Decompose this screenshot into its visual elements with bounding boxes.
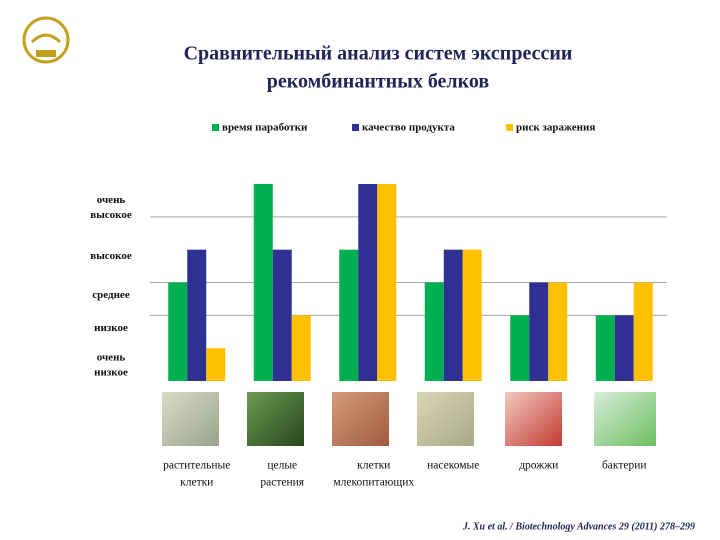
x-tick-label: растительные bbox=[163, 460, 230, 472]
logo bbox=[22, 16, 70, 64]
title: рекомбинантных белков bbox=[267, 71, 490, 93]
y-tick-label: очень низкое bbox=[94, 351, 128, 378]
y-tick-label: низкое bbox=[94, 322, 128, 334]
x-tick-label: растения bbox=[260, 477, 304, 489]
y-tick-label: высокое bbox=[90, 250, 132, 262]
bar bbox=[462, 249, 482, 381]
bar bbox=[510, 315, 530, 381]
bar bbox=[291, 315, 311, 381]
bar bbox=[187, 249, 207, 381]
y-tick-label: очень высокое bbox=[90, 194, 132, 221]
x-tick-label: млекопитающих bbox=[333, 477, 414, 489]
bar bbox=[548, 282, 568, 381]
x-tick-label: клетки bbox=[357, 460, 390, 472]
bar bbox=[614, 315, 634, 381]
x-tick-label: клетки bbox=[180, 477, 213, 489]
legend-label: качество продукта bbox=[362, 122, 455, 134]
bar bbox=[424, 282, 444, 381]
bar bbox=[443, 249, 463, 381]
legend-swatch bbox=[352, 124, 359, 131]
legend-label: риск заражения bbox=[516, 122, 595, 134]
x-tick-label: насекомые bbox=[427, 460, 479, 472]
bar bbox=[358, 184, 378, 381]
bar bbox=[377, 184, 397, 381]
bar bbox=[595, 315, 615, 381]
y-tick-label: среднее bbox=[92, 289, 130, 301]
legend-swatch bbox=[212, 124, 219, 131]
bar bbox=[206, 348, 226, 381]
bar bbox=[253, 184, 273, 381]
title: Сравнительный анализ систем экспрессии bbox=[184, 43, 573, 65]
bar bbox=[529, 282, 549, 381]
legend-label: время паработки bbox=[222, 122, 308, 134]
x-tick-label: дрожжи bbox=[519, 460, 558, 472]
bar bbox=[272, 249, 292, 381]
bar bbox=[168, 282, 188, 381]
legend-swatch bbox=[506, 124, 513, 131]
x-tick-label: целые bbox=[267, 460, 297, 472]
x-tick-label: бактерии bbox=[602, 460, 647, 472]
bar bbox=[339, 249, 359, 381]
source: J. Xu et al. / Biotechnology Advances 29… bbox=[462, 521, 695, 532]
images bbox=[162, 392, 656, 446]
bar bbox=[633, 282, 653, 381]
